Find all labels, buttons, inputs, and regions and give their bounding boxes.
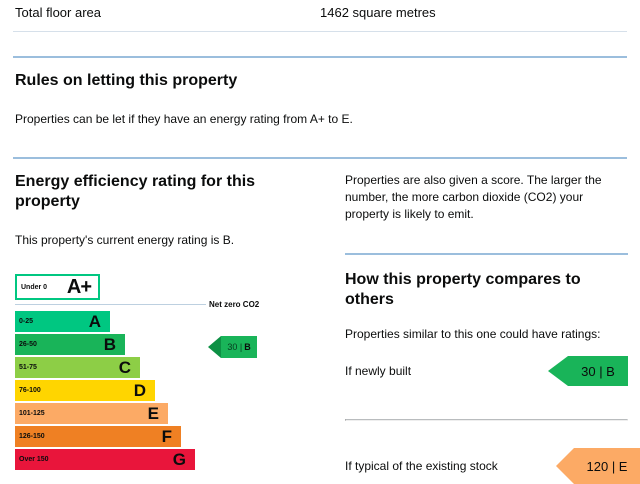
band-bar: 126-150 F <box>15 426 181 447</box>
band-letter: D <box>133 381 146 400</box>
band-range-label: 51-75 <box>19 364 37 371</box>
rating-column: Energy efficiency rating for this proper… <box>15 159 330 484</box>
epc-bands: 0-25 A 26-50 B 51-75 C 76-100 D 101-125 E 126-150 F… <box>15 311 330 470</box>
rating-section: Energy efficiency rating for this proper… <box>15 159 640 484</box>
compare-heading: How this property compares to others <box>345 271 581 308</box>
band-a-plus: Under 0 A+ <box>15 274 100 300</box>
band-row-d: 76-100 D <box>15 380 330 401</box>
compare-intro: Properties similar to this one could hav… <box>345 327 601 341</box>
divider-blue-2 <box>13 157 627 159</box>
net-zero-row: Net zero CO2 <box>15 300 330 309</box>
floor-area-row: Total floor area 1462 square metres <box>0 0 640 21</box>
eer-heading: Energy efficiency rating for this proper… <box>15 173 256 210</box>
existing-stock-arrow-tip <box>556 448 574 484</box>
band-letter: A+ <box>66 275 92 298</box>
band-bar: 0-25 A <box>15 311 110 332</box>
band-row-c: 51-75 C <box>15 357 330 378</box>
comparison-column: Properties are also given a score. The l… <box>345 159 640 484</box>
current-rating-arrow-tip <box>208 336 221 358</box>
floor-area-label: Total floor area <box>15 5 101 20</box>
existing-stock-arrow-value: 120 | E <box>574 448 640 484</box>
newly-built-arrow-value: 30 | B <box>568 356 628 386</box>
band-range-label: 0-25 <box>19 318 34 325</box>
current-rating-score: 30 <box>227 342 238 352</box>
current-rating-band: B <box>244 342 251 352</box>
band-range-label: 101-125 <box>19 410 45 417</box>
letting-section-heading: Rules on letting this property <box>15 72 238 89</box>
net-zero-line <box>15 304 206 305</box>
current-rating-arrow-value: 30 | B <box>221 336 257 358</box>
current-rating-arrow: 30 | B <box>208 336 257 358</box>
divider-gray <box>345 419 628 421</box>
band-range-label: Over 150 <box>19 456 49 463</box>
band-row-e: 101-125 E <box>15 403 330 424</box>
divider-blue-3 <box>345 253 628 255</box>
eer-current-rating-text: This property's current energy rating is… <box>15 233 235 247</box>
band-row-f: 126-150 F <box>15 426 330 447</box>
band-range-label: Under 0 <box>21 283 48 291</box>
band-bar: 26-50 B <box>15 334 125 355</box>
current-rating-separator: | <box>239 342 243 352</box>
epc-rating-chart: Under 0 A+ Net zero CO2 0-25 A 26-50 B 51-75… <box>15 274 330 470</box>
band-row-g: Over 150 G <box>15 449 330 470</box>
band-row-a: 0-25 A <box>15 311 330 332</box>
band-range-label: 26-50 <box>19 341 37 348</box>
band-letter: E <box>147 404 159 423</box>
band-row-b: 26-50 B <box>15 334 330 355</box>
score-note: Properties are also given a score. The l… <box>345 173 602 221</box>
floor-area-value: 1462 square metres <box>320 5 436 20</box>
compare-row-label: If typical of the existing stock <box>345 459 498 473</box>
compare-row-newly-built: If newly built 30 | B <box>345 356 628 386</box>
divider-light-top <box>13 31 627 32</box>
band-letter: A <box>88 312 101 331</box>
band-letter: G <box>172 450 186 469</box>
newly-built-arrow-tip <box>548 356 568 386</box>
band-bar: Over 150 G <box>15 449 195 470</box>
newly-built-rating-arrow: 30 | B <box>548 356 628 386</box>
band-range-label: 126-150 <box>19 433 45 440</box>
compare-row-existing-stock: If typical of the existing stock 120 | E <box>345 448 640 484</box>
band-letter: C <box>118 358 131 377</box>
existing-stock-rating-arrow: 120 | E <box>556 448 640 484</box>
band-bar: 51-75 C <box>15 357 140 378</box>
band-letter: F <box>161 427 172 446</box>
band-bar: 101-125 E <box>15 403 168 424</box>
band-bar: 76-100 D <box>15 380 155 401</box>
band-letter: B <box>103 335 116 354</box>
compare-row-label: If newly built <box>345 364 412 378</box>
band-range-label: 76-100 <box>19 387 41 394</box>
letting-section-body: Properties can be let if they have an en… <box>15 112 353 126</box>
divider-blue-1 <box>13 56 627 58</box>
net-zero-label: Net zero CO2 <box>209 300 260 309</box>
